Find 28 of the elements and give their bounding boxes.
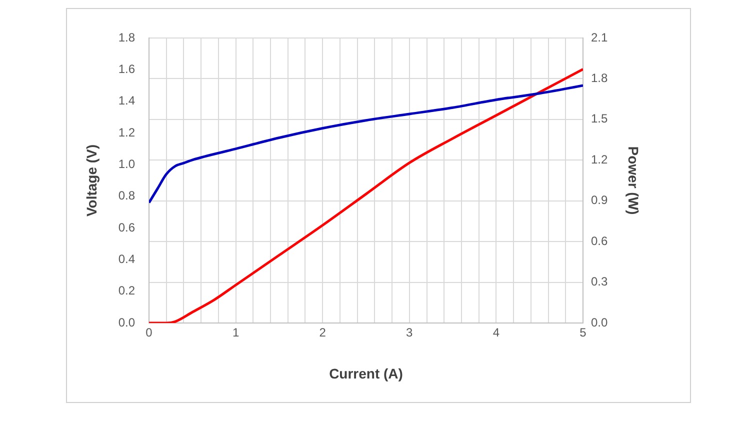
x-tick-label: 5 (580, 326, 587, 340)
y2-tick-label: 1.5 (591, 112, 608, 126)
y2-tick-label: 2.1 (591, 30, 608, 44)
x-tick-label: 2 (319, 326, 326, 340)
y-tick-label: 1.4 (118, 94, 136, 108)
y-tick-label: 0.6 (118, 220, 136, 234)
y-tick-label: 1.8 (118, 30, 136, 44)
y-tick-label: 0.4 (118, 252, 136, 266)
x-tick-label: 0 (146, 326, 153, 340)
y2-axis-title: Power (W) (626, 146, 642, 215)
y-tick-label: 1.6 (118, 62, 136, 76)
y2-tick-label: 0.3 (591, 274, 608, 289)
y2-tick-label: 0.0 (591, 315, 608, 330)
x-tick-label: 4 (492, 326, 500, 340)
line-series (149, 84, 583, 204)
y2-tick-label: 1.8 (591, 71, 608, 86)
y-axis-title: Voltage (V) (83, 144, 100, 217)
y-tick-label: 0.8 (118, 188, 136, 203)
y-tick-label: 0.2 (118, 284, 136, 298)
y-tick-label: 0.0 (118, 315, 136, 330)
y-tick-label: 1.0 (118, 156, 136, 171)
x-tick-label: 3 (406, 326, 414, 340)
y2-tick-label: 0.9 (591, 193, 608, 208)
x-axis-title: Current (A) (329, 365, 403, 382)
y-tick-label: 1.2 (118, 125, 136, 140)
x-tick-label: 1 (232, 326, 240, 340)
y2-tick-label: 0.6 (591, 234, 608, 248)
y2-tick-label: 1.2 (591, 152, 608, 166)
